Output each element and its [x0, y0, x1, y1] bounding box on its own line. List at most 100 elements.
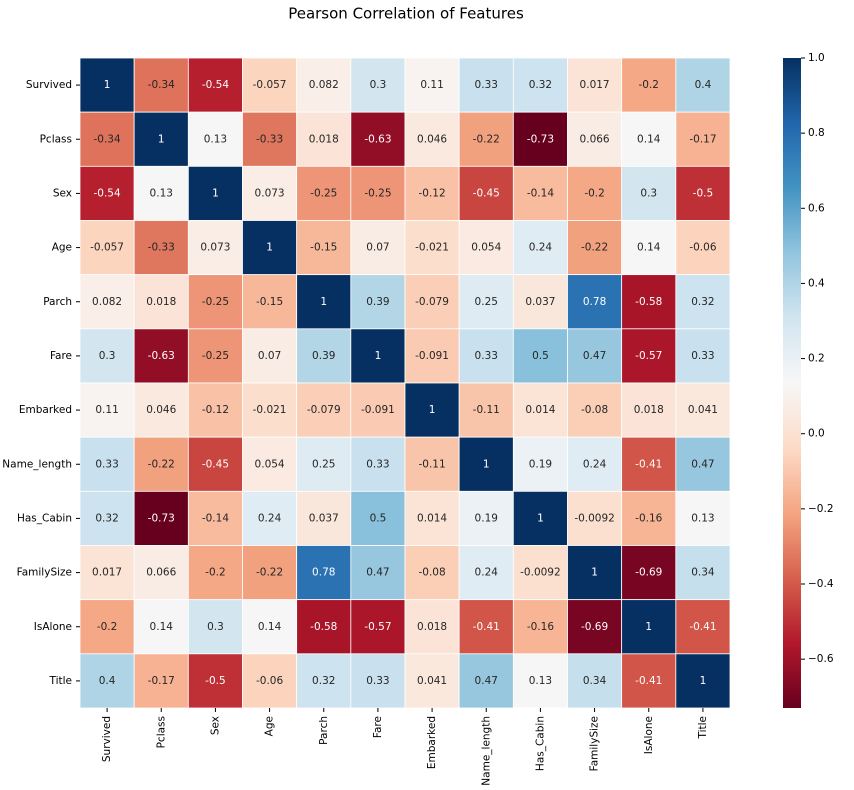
cell-label: 0.046 [417, 133, 447, 145]
heatmap-cell [567, 220, 623, 276]
heatmap-cell [350, 274, 406, 330]
cell-label: -0.0092 [520, 567, 561, 579]
heatmap-cell [133, 57, 189, 113]
heatmap-cell [458, 490, 514, 546]
cell-label: 0.017 [580, 79, 610, 91]
x-tick-label: Age [264, 716, 276, 736]
cell-label: -0.25 [202, 296, 229, 308]
cell-label: 0.5 [532, 350, 549, 362]
heatmap-cell [675, 653, 731, 709]
heatmap-cell [350, 490, 406, 546]
heatmap-cell [296, 274, 352, 330]
cell-label: 0.25 [312, 458, 335, 470]
colorbar-tick-label: 0.2 [808, 353, 825, 365]
heatmap-cell [79, 274, 135, 330]
y-tick-label: Title [48, 675, 72, 687]
y-tick-label: Pclass [40, 133, 72, 145]
x-tick-label: Sex [209, 716, 221, 735]
cell-label: -0.021 [253, 404, 287, 416]
heatmap-cell [675, 111, 731, 167]
heatmap-cell [404, 490, 460, 546]
heatmap-cell [675, 382, 731, 438]
cell-label: -0.45 [202, 458, 229, 470]
cell-label: 0.33 [691, 350, 714, 362]
heatmap-cell [404, 274, 460, 330]
cell-label: 0.041 [688, 404, 718, 416]
x-tick-label: FamilySize [589, 716, 601, 771]
heatmap-cell [242, 436, 298, 492]
cell-label: 1 [537, 512, 544, 524]
cell-label: 0.014 [525, 404, 555, 416]
cell-label: -0.45 [473, 187, 500, 199]
cell-label: 0.018 [309, 133, 339, 145]
cell-label: -0.15 [256, 296, 283, 308]
cell-label: -0.2 [584, 187, 605, 199]
heatmap-cell [133, 382, 189, 438]
heatmap-cell [404, 545, 460, 601]
cell-label: 0.018 [146, 296, 176, 308]
heatmap-cell [350, 57, 406, 113]
heatmap-cell [621, 490, 677, 546]
cell-label: 0.13 [691, 512, 714, 524]
cell-label: -0.17 [148, 675, 175, 687]
heatmap-cell [242, 599, 298, 655]
cell-label: 0.14 [637, 133, 661, 145]
heatmap-cell [458, 599, 514, 655]
cell-label: 0.13 [204, 133, 227, 145]
cell-label: -0.091 [361, 404, 395, 416]
y-tick-label: FamilySize [17, 567, 72, 579]
heatmap-cell [458, 436, 514, 492]
x-tick-label: Has_Cabin [534, 716, 546, 771]
heatmap-cell [404, 328, 460, 384]
heatmap-cell [404, 165, 460, 221]
cell-label: 0.3 [99, 350, 116, 362]
heatmap-cell [296, 545, 352, 601]
cell-label: 0.054 [255, 458, 285, 470]
heatmap-cell [187, 165, 243, 221]
heatmap-cell [512, 328, 568, 384]
cell-label: 0.47 [583, 350, 606, 362]
y-tick-label: Sex [53, 187, 72, 199]
colorbar-tick-label: −0.6 [808, 653, 834, 665]
x-tick-label: IsAlone [643, 716, 655, 754]
y-tick-label: Survived [26, 79, 72, 91]
heatmap-cell [296, 165, 352, 221]
cell-label: 0.14 [637, 242, 661, 254]
cell-label: 0.32 [529, 79, 552, 91]
y-tick-label: IsAlone [34, 621, 72, 633]
cell-label: 0.054 [471, 242, 501, 254]
heatmap-cell [242, 111, 298, 167]
cell-label: 0.018 [634, 404, 664, 416]
heatmap-cell [675, 545, 731, 601]
cell-label: 0.14 [150, 621, 174, 633]
cell-label: 0.11 [420, 79, 443, 91]
cell-label: 0.19 [529, 458, 552, 470]
cell-label: -0.06 [689, 242, 716, 254]
cell-label: 0.33 [366, 675, 389, 687]
heatmap-cell [79, 436, 135, 492]
cell-label: -0.079 [307, 404, 341, 416]
heatmap-cell [242, 382, 298, 438]
cell-label: 1 [375, 350, 382, 362]
cell-label: 1 [429, 404, 436, 416]
heatmap-cell [79, 328, 135, 384]
y-tick-label: Name_length [2, 458, 72, 470]
chart-title: Pearson Correlation of Features [288, 5, 524, 23]
cell-label: -0.08 [418, 567, 445, 579]
y-tick-label: Fare [50, 350, 72, 362]
heatmap-cell [187, 490, 243, 546]
cell-label: 0.082 [92, 296, 122, 308]
heatmap-cell [404, 111, 460, 167]
cell-label: -0.57 [635, 350, 662, 362]
heatmap-cell [350, 599, 406, 655]
heatmap-cell [675, 490, 731, 546]
cell-label: -0.41 [689, 621, 716, 633]
cell-label: 0.018 [417, 621, 447, 633]
heatmap-cell [458, 111, 514, 167]
y-tick-label: Parch [43, 296, 72, 308]
heatmap-cell [133, 111, 189, 167]
cell-label: 0.11 [95, 404, 118, 416]
heatmap-cell [242, 545, 298, 601]
cell-label: 1 [104, 79, 111, 91]
heatmap-cell [79, 490, 135, 546]
